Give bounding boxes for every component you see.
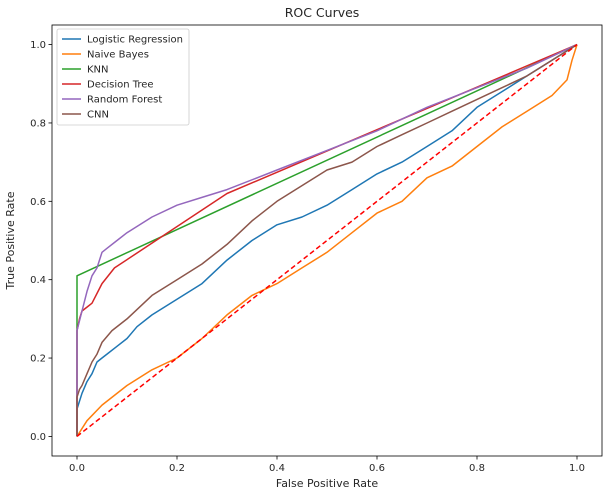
chart-title: ROC Curves <box>285 5 360 20</box>
legend-box <box>56 28 190 126</box>
naive-bayes-line <box>76 44 578 437</box>
y-tick-label: 0.0 <box>30 432 46 443</box>
x-tick-label: 0.6 <box>369 463 385 474</box>
x-tick-label: 0.8 <box>469 463 485 474</box>
diagonal-reference-line <box>76 44 578 437</box>
random-forest-line <box>76 43 578 437</box>
legend: Logistic Regression Naive Bayes KNN Decisio… <box>56 28 190 126</box>
ticks-layer: 0.0 0.2 0.4 0.6 0.8 1.0 0.0 0.2 0.4 0.6 0.8 1.0 <box>30 40 585 474</box>
logistic-regression-line <box>76 43 578 437</box>
y-tick-label: 0.2 <box>30 354 46 365</box>
y-tick-label: 0.8 <box>30 118 46 129</box>
legend-label: Logistic Regression <box>87 35 183 46</box>
legend-label: Decision Tree <box>87 80 154 91</box>
legend-label: Random Forest <box>87 95 162 106</box>
plot-frame <box>51 24 603 457</box>
legend-label: Naive Bayes <box>87 50 149 61</box>
y-axis-label: True Positive Rate <box>4 191 17 290</box>
x-tick-label: 1.0 <box>569 463 585 474</box>
x-tick-label: 0.2 <box>169 463 185 474</box>
cnn-line <box>76 43 578 437</box>
legend-label: KNN <box>87 65 109 76</box>
series-layer <box>76 43 578 437</box>
x-tick-label: 0.0 <box>69 463 85 474</box>
legend-label: CNN <box>87 110 109 121</box>
y-tick-label: 1.0 <box>30 40 46 51</box>
y-tick-label: 0.4 <box>30 275 46 286</box>
x-axis-label: False Positive Rate <box>276 477 378 490</box>
x-tick-label: 0.4 <box>269 463 285 474</box>
y-tick-label: 0.6 <box>30 197 46 208</box>
